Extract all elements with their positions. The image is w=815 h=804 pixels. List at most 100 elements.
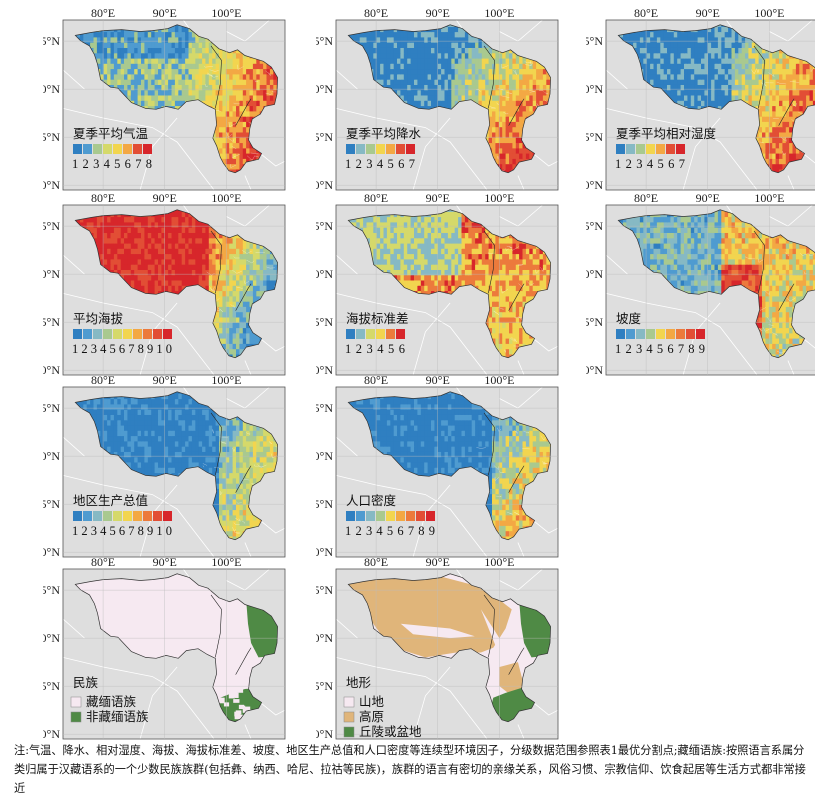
legend-swatch: [153, 329, 162, 339]
y-tick-label: 20°N: [586, 363, 603, 377]
legend-pop-density: 人口密度 123456789: [345, 493, 435, 538]
legend-slope: 坡度 123456789: [615, 311, 705, 356]
legend-swatch: [163, 511, 172, 521]
legend-swatch: [93, 511, 102, 521]
x-tick-label: 100°E: [211, 8, 241, 20]
legend-swatch: [386, 511, 395, 521]
legend-swatch: [163, 329, 172, 339]
x-tick-label: 90°E: [696, 193, 720, 205]
legend-swatch: [696, 329, 705, 339]
x-tick-label: 80°E: [91, 375, 115, 387]
legend-swatch: [636, 144, 645, 154]
y-tick-label: 20°N: [316, 727, 333, 741]
legend-swatch: [73, 144, 82, 154]
y-tick-label: 25°N: [316, 679, 333, 693]
legend-class-numbers: 123456789: [615, 342, 705, 356]
legend-swatch: [346, 511, 355, 521]
x-tick-label: 90°E: [426, 193, 450, 205]
y-tick-label: 30°N: [43, 267, 60, 281]
y-tick-label: 20°N: [586, 178, 603, 192]
x-tick-label: 80°E: [91, 557, 115, 569]
legend-class-numbers: 123456789: [345, 524, 435, 538]
legend-swatch: [626, 144, 635, 154]
x-tick-label: 90°E: [696, 8, 720, 20]
y-tick-label: 20°N: [43, 727, 60, 741]
x-tick-label: 90°E: [426, 8, 450, 20]
y-tick-label: 35°N: [43, 583, 60, 597]
map-frame: [605, 19, 815, 191]
map-frame: [62, 204, 286, 376]
y-tick-label: 25°N: [586, 315, 603, 329]
legend-swatch: [366, 511, 375, 521]
legend-swatch: [143, 144, 152, 154]
x-tick-label: 100°E: [484, 193, 514, 205]
legend-title: 夏季平均气温: [73, 126, 149, 141]
map-pop-density: 80°E 90°E 100°E 35°N 30°N 25°N 20°N 人口密度 1234567…: [316, 375, 559, 559]
x-tick-label: 90°E: [153, 375, 177, 387]
map-panel-mean-elevation: 80°E 90°E 100°E 35°N 30°N 25°N 20°N 平均海拔 1234567…: [43, 193, 313, 377]
legend-swatch: [133, 329, 142, 339]
legend-swatch: [646, 144, 655, 154]
y-tick-label: 35°N: [316, 219, 333, 233]
legend-swatch: [123, 329, 132, 339]
legend-swatch: [83, 329, 92, 339]
legend-swatch: [356, 144, 365, 154]
y-tick-label: 30°N: [316, 449, 333, 463]
legend-swatch: [103, 329, 112, 339]
map-mean-elevation: 80°E 90°E 100°E 35°N 30°N 25°N 20°N 平均海拔 1234567…: [43, 193, 286, 377]
legend-swatch: [416, 511, 425, 521]
legend-swatch: [366, 144, 375, 154]
legend-swatch: [143, 329, 152, 339]
map-frame: [62, 19, 286, 191]
y-tick-label: 20°N: [43, 178, 60, 192]
legend-title: 平均海拔: [73, 311, 124, 326]
legend-title: 民族: [73, 675, 99, 690]
y-tick-label: 30°N: [316, 82, 333, 96]
x-tick-label: 90°E: [426, 557, 450, 569]
legend-class-numbers: 12345678910: [72, 342, 172, 356]
y-tick-label: 20°N: [43, 545, 60, 559]
legend-title: 地区生产总值: [73, 493, 148, 508]
legend-swatch: [70, 711, 82, 723]
legend-swatch: [343, 696, 355, 708]
y-tick-label: 25°N: [316, 315, 333, 329]
legend-title: 人口密度: [346, 493, 397, 508]
x-tick-label: 80°E: [91, 8, 115, 20]
map-frame: [62, 386, 286, 558]
y-tick-label: 20°N: [43, 363, 60, 377]
legend-swatch: [676, 144, 685, 154]
y-tick-label: 30°N: [43, 82, 60, 96]
y-tick-label: 30°N: [43, 449, 60, 463]
legend-swatch: [666, 144, 675, 154]
map-slope: 80°E 90°E 100°E 35°N 30°N 25°N 20°N 坡度 123456789: [586, 193, 815, 377]
map-summer-precip: 80°E90°E100°E35°N30°N25°N20°N夏季平均降水12345…: [316, 8, 559, 192]
legend-title: 夏季平均降水: [346, 126, 422, 141]
legend-swatch: [676, 329, 685, 339]
y-tick-label: 25°N: [43, 497, 60, 511]
y-tick-label: 35°N: [586, 34, 603, 48]
y-tick-label: 35°N: [43, 34, 60, 48]
y-tick-label: 25°N: [586, 130, 603, 144]
x-tick-label: 100°E: [211, 375, 241, 387]
y-tick-label: 35°N: [316, 401, 333, 415]
legend-title: 海拔标准差: [346, 311, 409, 326]
legend-swatch: [636, 329, 645, 339]
legend-swatch: [396, 511, 405, 521]
x-tick-label: 100°E: [211, 557, 241, 569]
map-frame: [335, 204, 559, 376]
y-tick-label: 25°N: [43, 315, 60, 329]
y-tick-label: 25°N: [316, 130, 333, 144]
x-tick-label: 100°E: [484, 375, 514, 387]
legend-swatch: [73, 511, 82, 521]
legend-swatch: [386, 329, 395, 339]
legend-swatch: [103, 511, 112, 521]
map-summer-temp: 80°E90°E100°E35°N30°N25°N20°N夏季平均气温12345…: [43, 8, 286, 192]
legend-swatch: [113, 329, 122, 339]
map-frame: [335, 568, 559, 740]
legend-swatch: [396, 329, 405, 339]
x-tick-label: 80°E: [634, 8, 658, 20]
